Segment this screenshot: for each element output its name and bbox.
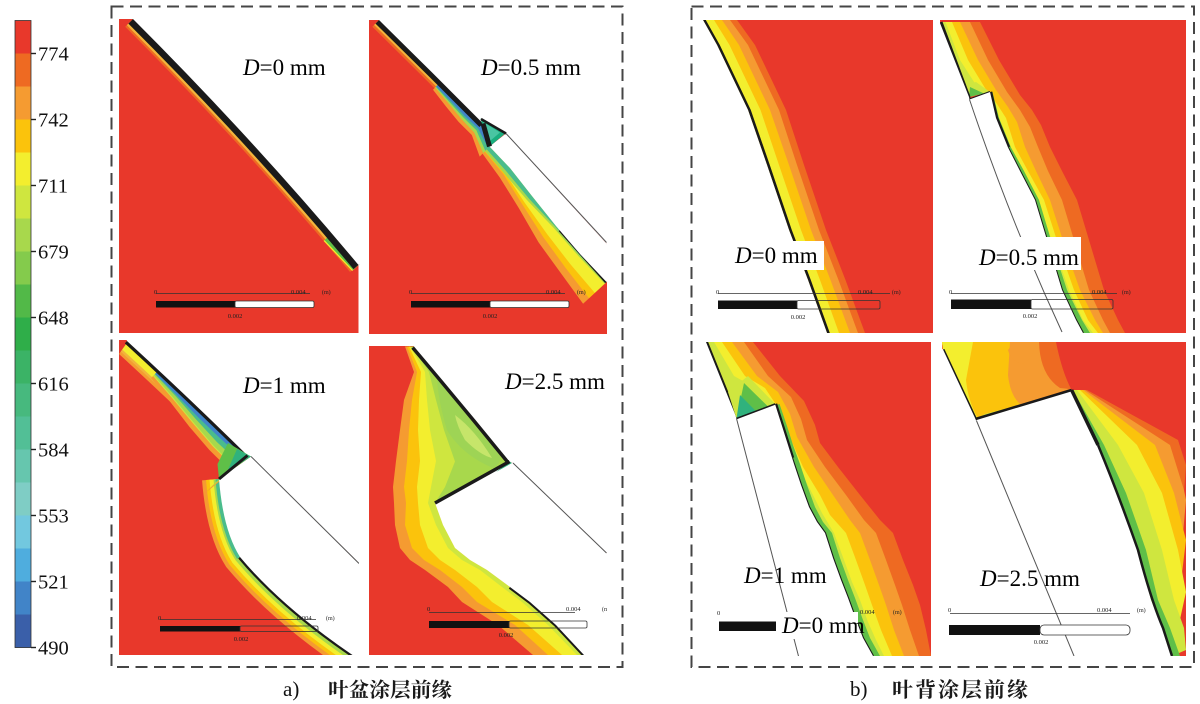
svg-text:0: 0 (717, 610, 720, 617)
svg-text:0.002: 0.002 (234, 636, 249, 643)
svg-text:0: 0 (948, 607, 951, 614)
svg-text:742: 742 (38, 110, 69, 132)
svg-text:0: 0 (154, 289, 157, 296)
svg-text:D=0 mm: D=0 mm (242, 55, 326, 80)
svg-text:0: 0 (158, 615, 161, 622)
svg-text:b): b) (850, 677, 868, 701)
svg-text:(m): (m) (893, 609, 902, 616)
svg-text:(m): (m) (577, 289, 586, 296)
svg-text:0: 0 (716, 289, 719, 296)
svg-text:0.004: 0.004 (860, 609, 875, 616)
svg-text:0.004: 0.004 (297, 615, 312, 622)
svg-text:0: 0 (427, 606, 430, 613)
svg-text:0.004: 0.004 (1092, 289, 1107, 296)
svg-text:0.002: 0.002 (1034, 639, 1049, 646)
svg-text:0.002: 0.002 (483, 313, 498, 320)
svg-text:D=0.5 mm: D=0.5 mm (480, 55, 581, 80)
svg-text:0: 0 (409, 289, 412, 296)
svg-text:D=1 mm: D=1 mm (743, 563, 827, 588)
svg-text:679: 679 (38, 242, 69, 264)
svg-text:D=0 mm: D=0 mm (781, 613, 865, 638)
svg-text:774: 774 (38, 44, 69, 66)
svg-text:490: 490 (38, 638, 69, 660)
svg-text:0.002: 0.002 (1023, 313, 1038, 320)
svg-text:0.004: 0.004 (858, 289, 873, 296)
svg-text:0.002: 0.002 (791, 314, 806, 321)
svg-text:616: 616 (38, 374, 69, 396)
svg-text:0.004: 0.004 (546, 289, 561, 296)
svg-text:711: 711 (38, 176, 68, 198)
svg-text:0.002: 0.002 (499, 632, 514, 639)
svg-text:D=2.5 mm: D=2.5 mm (504, 369, 605, 394)
svg-text:584: 584 (38, 440, 69, 462)
svg-text:521: 521 (38, 572, 69, 594)
svg-text:D=1 mm: D=1 mm (242, 373, 326, 398)
svg-text:(m): (m) (322, 289, 331, 296)
svg-text:D=2.5 mm: D=2.5 mm (979, 566, 1080, 591)
svg-text:(m): (m) (602, 606, 611, 613)
svg-text:0.002: 0.002 (228, 313, 243, 320)
svg-text:D=0 mm: D=0 mm (734, 243, 818, 268)
svg-text:0: 0 (949, 289, 952, 296)
svg-text:0.004: 0.004 (1097, 607, 1112, 614)
svg-text:0.004: 0.004 (566, 606, 581, 613)
svg-text:553: 553 (38, 506, 69, 528)
svg-text:648: 648 (38, 308, 69, 330)
svg-text:0.004: 0.004 (291, 289, 306, 296)
svg-text:(m): (m) (1137, 607, 1146, 614)
svg-text:(m): (m) (326, 615, 335, 622)
svg-text:a): a) (283, 677, 299, 701)
svg-text:(m): (m) (892, 289, 901, 296)
svg-text:D=0.5 mm: D=0.5 mm (978, 245, 1079, 270)
svg-text:(m): (m) (1122, 289, 1131, 296)
